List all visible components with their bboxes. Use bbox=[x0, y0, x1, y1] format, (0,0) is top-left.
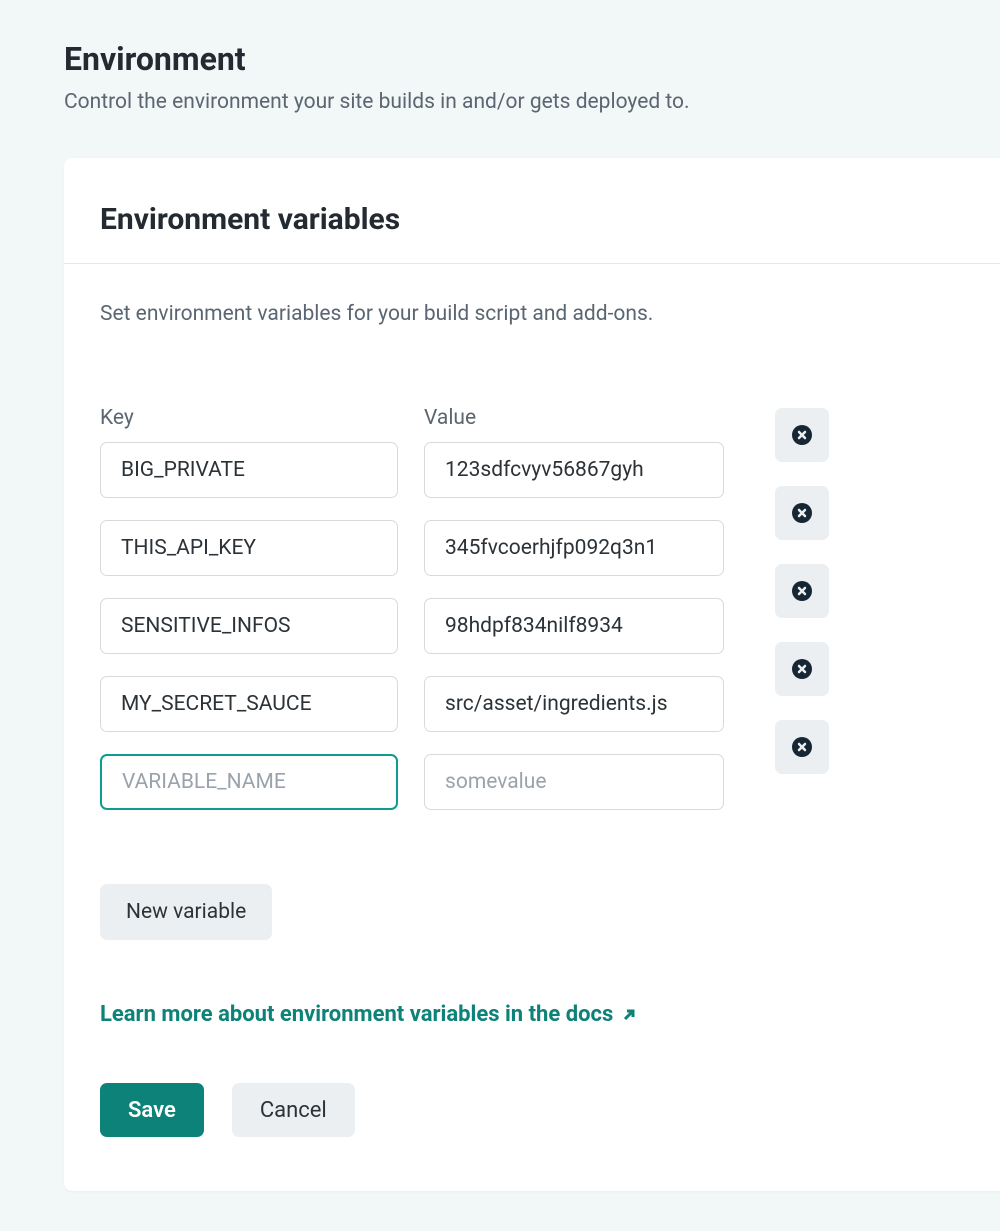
close-icon bbox=[792, 581, 812, 601]
delete-variable-button[interactable] bbox=[775, 486, 829, 540]
variable-key-input[interactable] bbox=[100, 754, 398, 810]
delete-variable-button[interactable] bbox=[775, 642, 829, 696]
divider bbox=[64, 263, 1000, 264]
page-title: Environment bbox=[64, 40, 1000, 78]
variable-value-input[interactable] bbox=[424, 520, 724, 576]
docs-link-text: Learn more about environment variables i… bbox=[100, 1002, 613, 1027]
delete-variable-button[interactable] bbox=[775, 720, 829, 774]
card-title: Environment variables bbox=[100, 202, 964, 237]
card-description: Set environment variables for your build… bbox=[100, 302, 964, 326]
variable-row bbox=[100, 598, 964, 654]
action-row: Save Cancel bbox=[100, 1083, 964, 1137]
variable-key-input[interactable] bbox=[100, 598, 398, 654]
save-button[interactable]: Save bbox=[100, 1083, 204, 1137]
variable-key-input[interactable] bbox=[100, 676, 398, 732]
close-icon bbox=[792, 503, 812, 523]
close-icon bbox=[792, 425, 812, 445]
key-column-label: Key bbox=[100, 406, 424, 430]
variable-value-input[interactable] bbox=[424, 442, 724, 498]
variable-value-input[interactable] bbox=[424, 676, 724, 732]
variable-row bbox=[100, 442, 964, 498]
variable-row bbox=[100, 520, 964, 576]
variable-row bbox=[100, 676, 964, 732]
page-subtitle: Control the environment your site builds… bbox=[64, 90, 1000, 114]
cancel-button[interactable]: Cancel bbox=[232, 1083, 355, 1137]
new-variable-button[interactable]: New variable bbox=[100, 884, 272, 940]
environment-variables-card: Environment variables Set environment va… bbox=[64, 158, 1000, 1191]
variable-key-input[interactable] bbox=[100, 442, 398, 498]
delete-variable-button[interactable] bbox=[775, 564, 829, 618]
delete-variable-button[interactable] bbox=[775, 408, 829, 462]
close-icon bbox=[792, 659, 812, 679]
variable-key-input[interactable] bbox=[100, 520, 398, 576]
column-labels-row: Key Value bbox=[100, 406, 964, 430]
variable-rows-container bbox=[100, 442, 964, 810]
variable-value-input[interactable] bbox=[424, 754, 724, 810]
docs-link[interactable]: Learn more about environment variables i… bbox=[100, 1002, 637, 1027]
value-column-label: Value bbox=[424, 406, 724, 430]
external-link-icon bbox=[621, 1007, 637, 1023]
close-icon bbox=[792, 737, 812, 757]
variable-value-input[interactable] bbox=[424, 598, 724, 654]
variable-row bbox=[100, 754, 964, 810]
